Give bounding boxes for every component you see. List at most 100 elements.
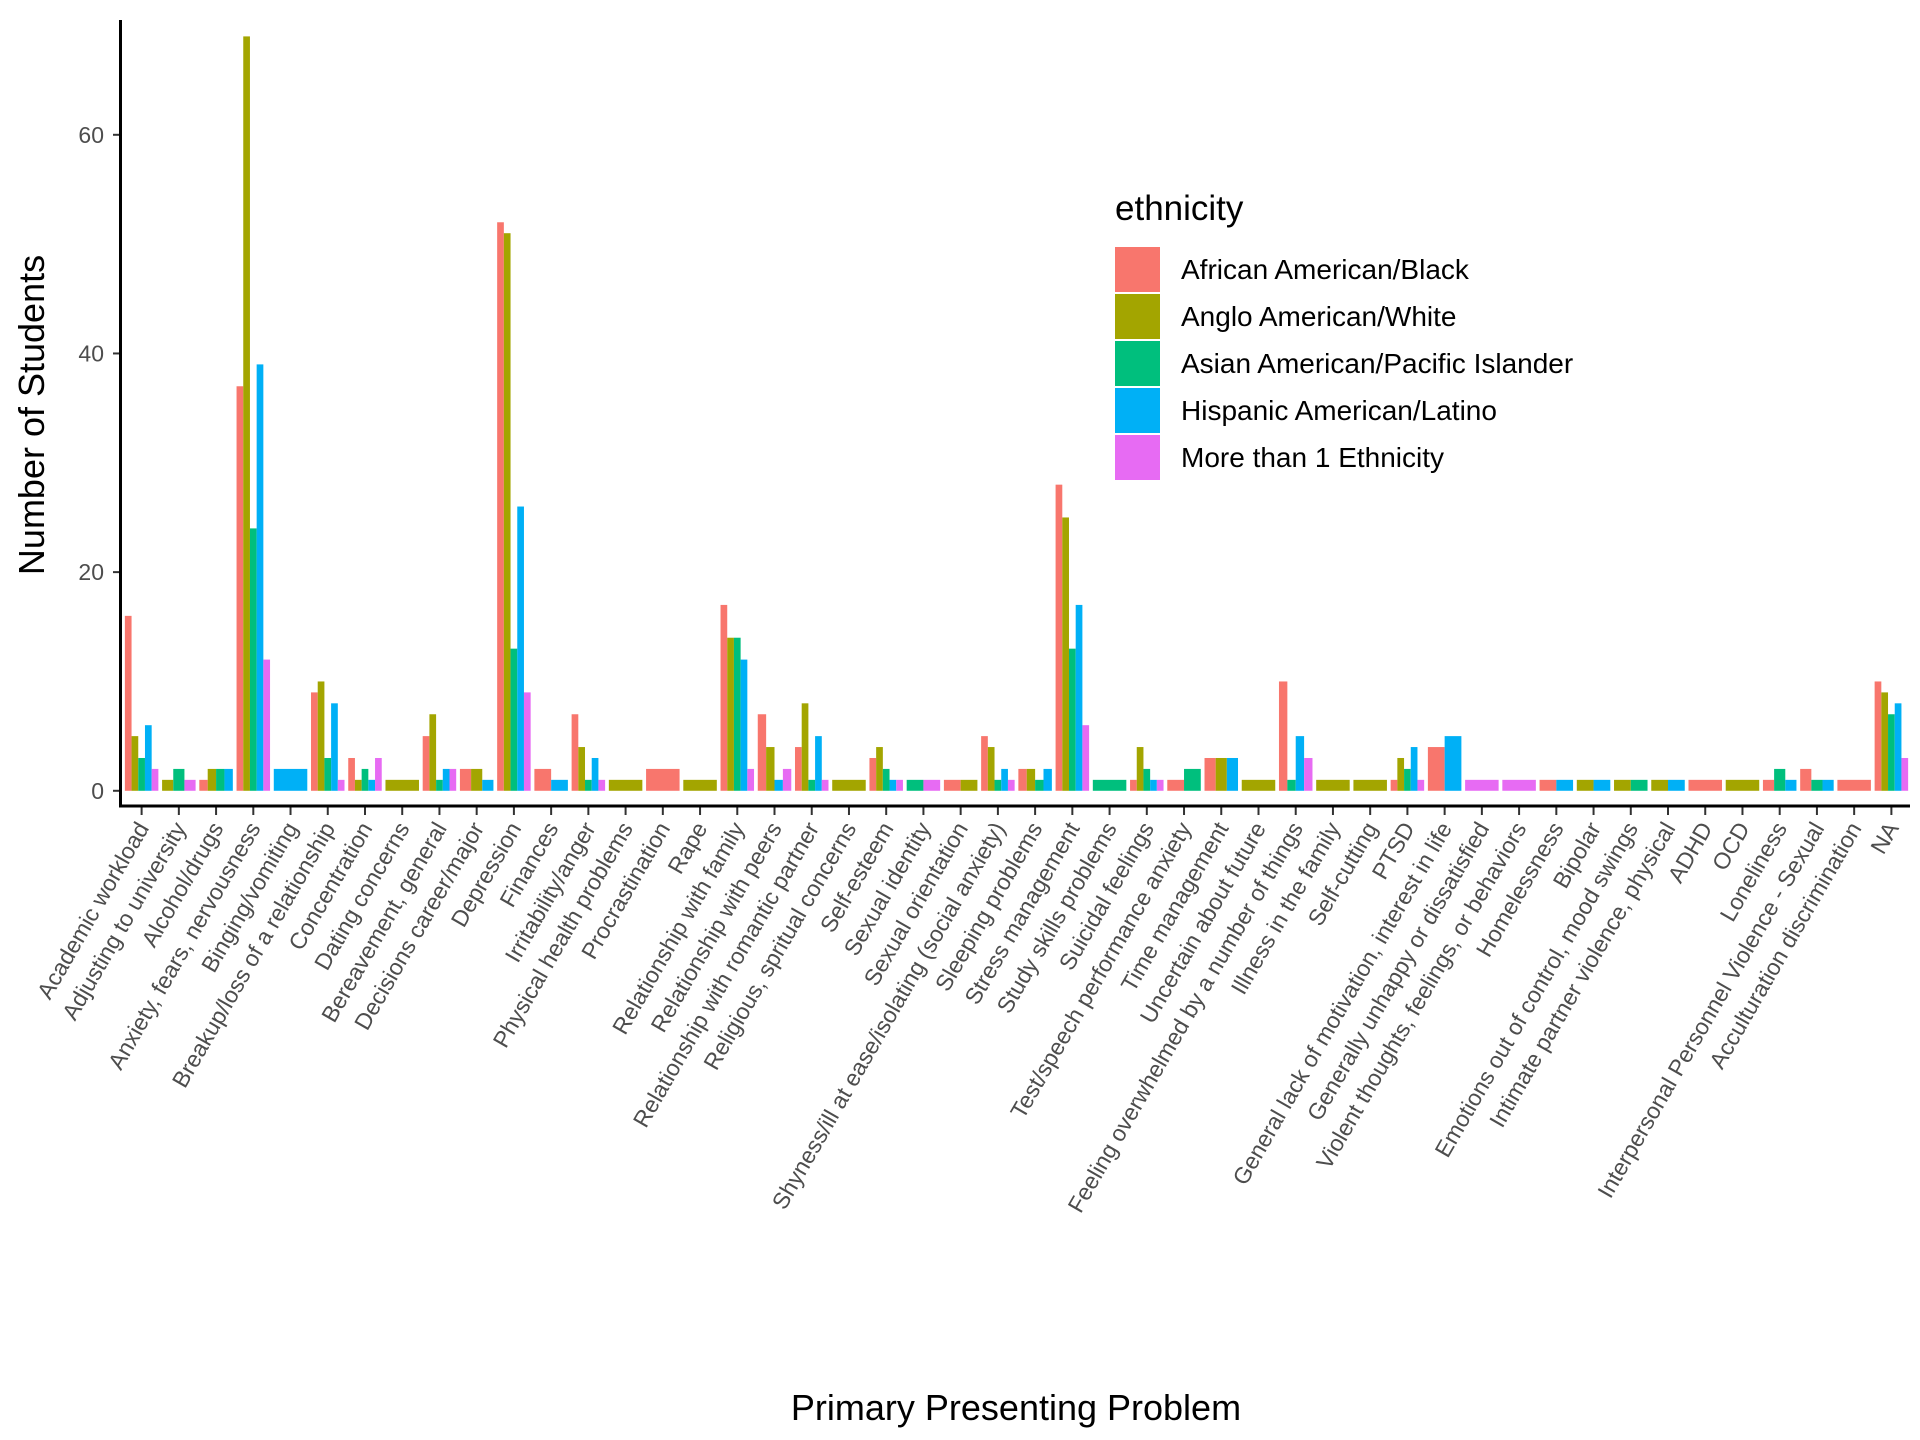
bar-adjusting-to-university-anglo-american-white	[162, 779, 174, 791]
bar-loneliness-asian-american-pacific-islander	[1774, 768, 1786, 791]
bar-self-esteem-hispanic-american-latino	[889, 779, 897, 791]
bar-binging-vomiting-hispanic-american-latino	[273, 768, 308, 791]
bar-intimate-partner-violence-physical-anglo-american-white	[1651, 779, 1669, 791]
bar-self-esteem-more-than-1-ethnicity	[896, 779, 903, 791]
y-axis-title: Number of Students	[11, 255, 52, 575]
bar-relationship-with-peers-anglo-american-white	[766, 747, 775, 791]
y-tick-label: 20	[78, 559, 104, 585]
y-axis-ticks: 0 20 40 60	[78, 122, 120, 804]
bar-breakup-loss-of-a-relationship-hispanic-american-latino	[331, 703, 338, 791]
bar-irritability-anger-asian-american-pacific-islander	[585, 779, 592, 791]
bar-sexual-orientation-anglo-american-white	[960, 779, 978, 791]
bar-academic-workload-asian-american-pacific-islander	[138, 757, 145, 791]
legend-label-anglo-american-white: Anglo American/White	[1181, 301, 1456, 332]
bar-homelessness-african-american-black	[1539, 779, 1557, 791]
bar-depression-african-american-black	[497, 222, 504, 791]
bar-shyness-ill-at-ease-isolating-social-anxiety-asian-american-pacific-islander	[994, 779, 1002, 791]
bar-depression-anglo-american-white	[503, 233, 511, 791]
legend-key-hispanic-american-latino	[1115, 388, 1160, 433]
bar-bereavement-general-hispanic-american-latino	[442, 768, 450, 791]
bar-depression-more-than-1-ethnicity	[523, 692, 531, 791]
bar-shyness-ill-at-ease-isolating-social-anxiety-anglo-american-white	[987, 747, 995, 791]
bar-intimate-partner-violence-physical-hispanic-american-latino	[1668, 779, 1685, 791]
bar-sleeping-problems-asian-american-pacific-islander	[1035, 779, 1044, 791]
bar-ocd-anglo-american-white	[1725, 779, 1760, 791]
bar-relationship-with-family-hispanic-american-latino	[740, 659, 748, 791]
y-tick-label: 60	[78, 122, 104, 148]
bar-na-african-american-black	[1874, 681, 1882, 791]
bar-irritability-anger-african-american-black	[571, 714, 579, 791]
bar-academic-workload-african-american-black	[124, 615, 132, 791]
bar-breakup-loss-of-a-relationship-african-american-black	[311, 692, 318, 791]
bar-sleeping-problems-african-american-black	[1018, 768, 1027, 791]
x-tick-label: NA	[1865, 817, 1904, 858]
bar-time-management-anglo-american-white	[1215, 757, 1227, 791]
legend-label-hispanic-american-latino: Hispanic American/Latino	[1181, 395, 1497, 426]
bar-relationship-with-peers-more-than-1-ethnicity	[782, 768, 792, 791]
bar-uncertain-about-future-anglo-american-white	[1241, 779, 1276, 791]
bar-acculturation-discrimination-african-american-black	[1837, 779, 1871, 791]
bar-rape-anglo-american-white	[683, 779, 717, 791]
bar-loneliness-african-american-black	[1762, 779, 1775, 791]
bar-time-management-african-american-black	[1204, 757, 1216, 791]
bar-relationship-with-romantic-partner-asian-american-pacific-islander	[808, 779, 816, 791]
bar-adjusting-to-university-more-than-1-ethnicity	[184, 779, 196, 791]
bar-concentration-hispanic-american-latino	[368, 779, 376, 791]
bar-physical-health-problems-anglo-american-white	[608, 779, 643, 791]
bar-self-esteem-asian-american-pacific-islander	[882, 768, 890, 791]
legend-label-more-than-1-ethnicity: More than 1 Ethnicity	[1181, 442, 1444, 473]
bar-concentration-more-than-1-ethnicity	[375, 757, 382, 791]
bar-irritability-anger-more-than-1-ethnicity	[598, 779, 606, 791]
bar-relationship-with-romantic-partner-hispanic-american-latino	[815, 736, 822, 791]
y-tick-label: 40	[78, 340, 104, 366]
bar-interpersonal-personnel-violence-sexual-asian-american-pacific-islander	[1811, 779, 1823, 791]
bar-sleeping-problems-anglo-american-white	[1026, 768, 1036, 791]
bar-interpersonal-personnel-violence-sexual-african-american-black	[1800, 768, 1812, 791]
bar-bipolar-anglo-american-white	[1576, 779, 1594, 791]
bar-anxiety-fears-nervousness-asian-american-pacific-islander	[249, 528, 257, 791]
bar-homelessness-hispanic-american-latino	[1556, 779, 1574, 791]
bar-feeling-overwhelmed-by-a-number-of-things-more-than-1-ethnicity	[1304, 757, 1313, 791]
bar-suicidal-feelings-african-american-black	[1130, 779, 1137, 791]
bar-procrastination-african-american-black	[646, 768, 680, 791]
bars-layer	[124, 36, 1909, 791]
bar-depression-asian-american-pacific-islander	[510, 648, 518, 791]
bar-concentration-african-american-black	[348, 757, 355, 791]
bar-emotions-out-of-control-mood-swings-anglo-american-white	[1614, 779, 1631, 791]
bar-study-skills-problems-asian-american-pacific-islander	[1092, 779, 1127, 791]
bar-decisions-career-major-hispanic-american-latino	[482, 779, 494, 791]
bar-bereavement-general-more-than-1-ethnicity	[449, 768, 457, 791]
legend-key-more-than-1-ethnicity	[1115, 435, 1160, 480]
bar-anxiety-fears-nervousness-anglo-american-white	[243, 36, 250, 791]
bar-sexual-identity-more-than-1-ethnicity	[923, 779, 941, 791]
bar-feeling-overwhelmed-by-a-number-of-things-asian-american-pacific-islander	[1287, 779, 1296, 791]
bar-stress-management-hispanic-american-latino	[1075, 604, 1083, 791]
bar-finances-african-american-black	[534, 768, 552, 791]
bar-sexual-identity-asian-american-pacific-islander	[906, 779, 924, 791]
bar-suicidal-feelings-hispanic-american-latino	[1150, 779, 1157, 791]
bar-ptsd-asian-american-pacific-islander	[1404, 768, 1411, 791]
bar-time-management-hispanic-american-latino	[1226, 757, 1239, 791]
bar-na-anglo-american-white	[1881, 692, 1889, 791]
bar-relationship-with-family-more-than-1-ethnicity	[747, 768, 755, 791]
bar-loneliness-hispanic-american-latino	[1785, 779, 1797, 791]
legend-title: ethnicity	[1115, 189, 1244, 228]
bar-relationship-with-peers-hispanic-american-latino	[774, 779, 783, 791]
x-axis-title: Primary Presenting Problem	[791, 1387, 1241, 1428]
bar-alcohol-drugs-asian-american-pacific-islander	[216, 768, 225, 791]
bar-shyness-ill-at-ease-isolating-social-anxiety-african-american-black	[981, 736, 988, 791]
bar-alcohol-drugs-hispanic-american-latino	[224, 768, 233, 791]
bar-bipolar-hispanic-american-latino	[1593, 779, 1611, 791]
legend: ethnicity African American/Black Anglo Am…	[1115, 189, 1573, 480]
bar-relationship-with-family-anglo-american-white	[727, 637, 734, 791]
bar-relationship-with-peers-african-american-black	[757, 714, 767, 791]
bar-relationship-with-family-asian-american-pacific-islander	[733, 637, 741, 791]
bar-self-cutting-anglo-american-white	[1353, 779, 1387, 791]
bar-stress-management-african-american-black	[1055, 484, 1063, 791]
bar-concentration-asian-american-pacific-islander	[361, 768, 369, 791]
bar-breakup-loss-of-a-relationship-asian-american-pacific-islander	[324, 757, 332, 791]
bar-bereavement-general-african-american-black	[422, 736, 430, 791]
bar-relationship-with-romantic-partner-african-american-black	[794, 747, 802, 791]
